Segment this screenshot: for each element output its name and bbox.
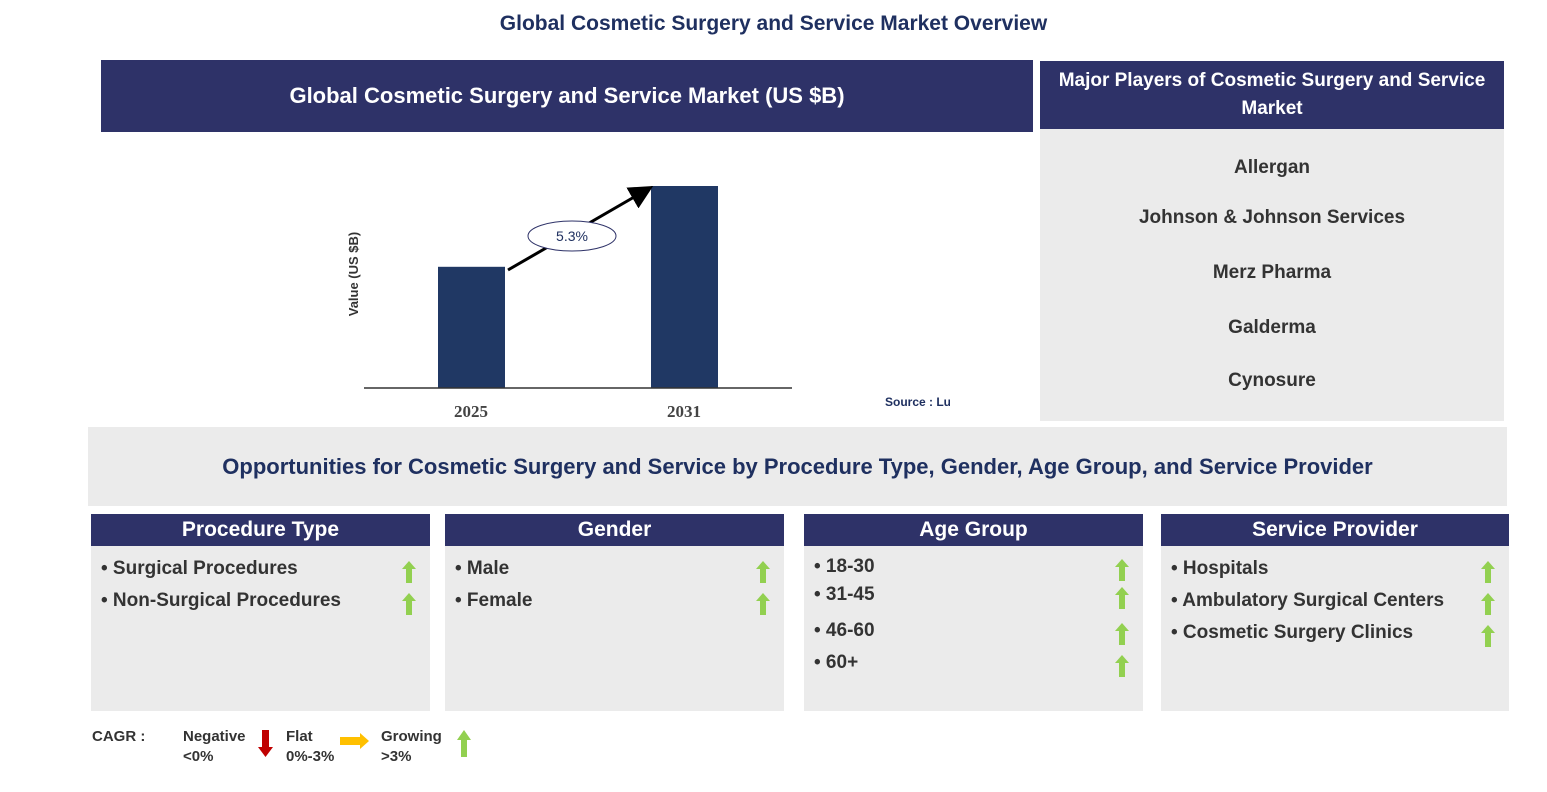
y-axis-label: Value (US $B) bbox=[346, 232, 361, 317]
category-header: Procedure Type bbox=[91, 514, 430, 546]
category-item: • Male bbox=[455, 558, 510, 579]
category-panel: • Hospitals • Ambulatory Surgical Center… bbox=[1161, 546, 1509, 711]
arrow-down-icon bbox=[258, 730, 273, 757]
arrow-up-icon bbox=[756, 593, 770, 615]
legend-negative-range: <0% bbox=[183, 748, 214, 765]
arrow-up-icon bbox=[1481, 625, 1495, 647]
category-item: • 31-45 bbox=[814, 584, 875, 605]
arrow-right-icon bbox=[340, 733, 369, 749]
category-item: • 60+ bbox=[814, 652, 859, 673]
legend-negative-label: Negative bbox=[183, 728, 246, 745]
x-tick-label: 2031 bbox=[667, 402, 701, 421]
category-item: • Hospitals bbox=[1171, 558, 1269, 579]
opportunities-header: Opportunities for Cosmetic Surgery and S… bbox=[88, 427, 1507, 506]
x-tick-label: 2025 bbox=[454, 402, 488, 421]
arrow-up-icon bbox=[1115, 559, 1129, 581]
arrow-up-icon bbox=[1481, 593, 1495, 615]
category-item: • Non-Surgical Procedures bbox=[101, 590, 341, 611]
players-header: Major Players of Cosmetic Surgery and Se… bbox=[1040, 61, 1504, 129]
legend-flat-range: 0%-3% bbox=[286, 748, 335, 765]
category-item: • Female bbox=[455, 590, 533, 611]
category-header: Age Group bbox=[804, 514, 1143, 546]
legend-flat-label: Flat bbox=[286, 728, 313, 745]
arrow-up-icon bbox=[1115, 587, 1129, 609]
player-item: Johnson & Johnson Services bbox=[1138, 207, 1406, 228]
player-item: Allergan bbox=[1233, 157, 1311, 178]
player-item: Cynosure bbox=[1228, 370, 1316, 391]
arrow-up-icon bbox=[1481, 561, 1495, 583]
legend-cagr-label: CAGR : bbox=[92, 728, 146, 745]
chart-header: Global Cosmetic Surgery and Service Mark… bbox=[101, 60, 1033, 132]
arrow-up-icon bbox=[1115, 623, 1129, 645]
legend-growing: Growing >3% bbox=[381, 727, 442, 767]
bar-2031 bbox=[651, 186, 718, 388]
player-item: Merz Pharma bbox=[1212, 262, 1332, 283]
category-item: • 18-30 bbox=[814, 556, 875, 577]
category-item: • 46-60 bbox=[814, 620, 875, 641]
category-header: Gender bbox=[445, 514, 784, 546]
category-panel: • Surgical Procedures • Non-Surgical Pro… bbox=[91, 546, 430, 711]
cagr-label: 5.3% bbox=[556, 228, 588, 244]
player-item: Galderma bbox=[1228, 317, 1316, 338]
category-header: Service Provider bbox=[1161, 514, 1509, 546]
arrow-up-icon bbox=[756, 561, 770, 583]
source-label: Source : Lucintel bbox=[885, 395, 950, 409]
arrow-up-icon bbox=[402, 561, 416, 583]
legend-flat: Flat 0%-3% bbox=[286, 727, 334, 767]
legend-negative: Negative <0% bbox=[183, 727, 246, 767]
page-title: Global Cosmetic Surgery and Service Mark… bbox=[499, 12, 1048, 35]
category-panel: • Male • Female bbox=[445, 546, 784, 711]
category-item: • Cosmetic Surgery Clinics bbox=[1171, 622, 1414, 643]
legend-growing-range: >3% bbox=[381, 748, 412, 765]
arrow-up-icon bbox=[1115, 655, 1129, 677]
category-item: • Surgical Procedures bbox=[101, 558, 298, 579]
arrow-up-icon bbox=[402, 593, 416, 615]
bar-2025 bbox=[438, 266, 505, 388]
cagr-ellipse bbox=[527, 220, 617, 252]
category-panel: • 18-30 • 31-45 • 46-60 • 60+ bbox=[804, 546, 1143, 711]
players-list: Allergan Johnson & Johnson Services Merz… bbox=[1040, 129, 1504, 421]
category-item: • Ambulatory Surgical Centers bbox=[1171, 590, 1445, 611]
arrow-up-icon bbox=[457, 730, 471, 757]
bar-chart: Value (US $B) 2025 2031 5.3% Source : Luc… bbox=[346, 185, 950, 421]
legend-growing-label: Growing bbox=[381, 728, 442, 745]
